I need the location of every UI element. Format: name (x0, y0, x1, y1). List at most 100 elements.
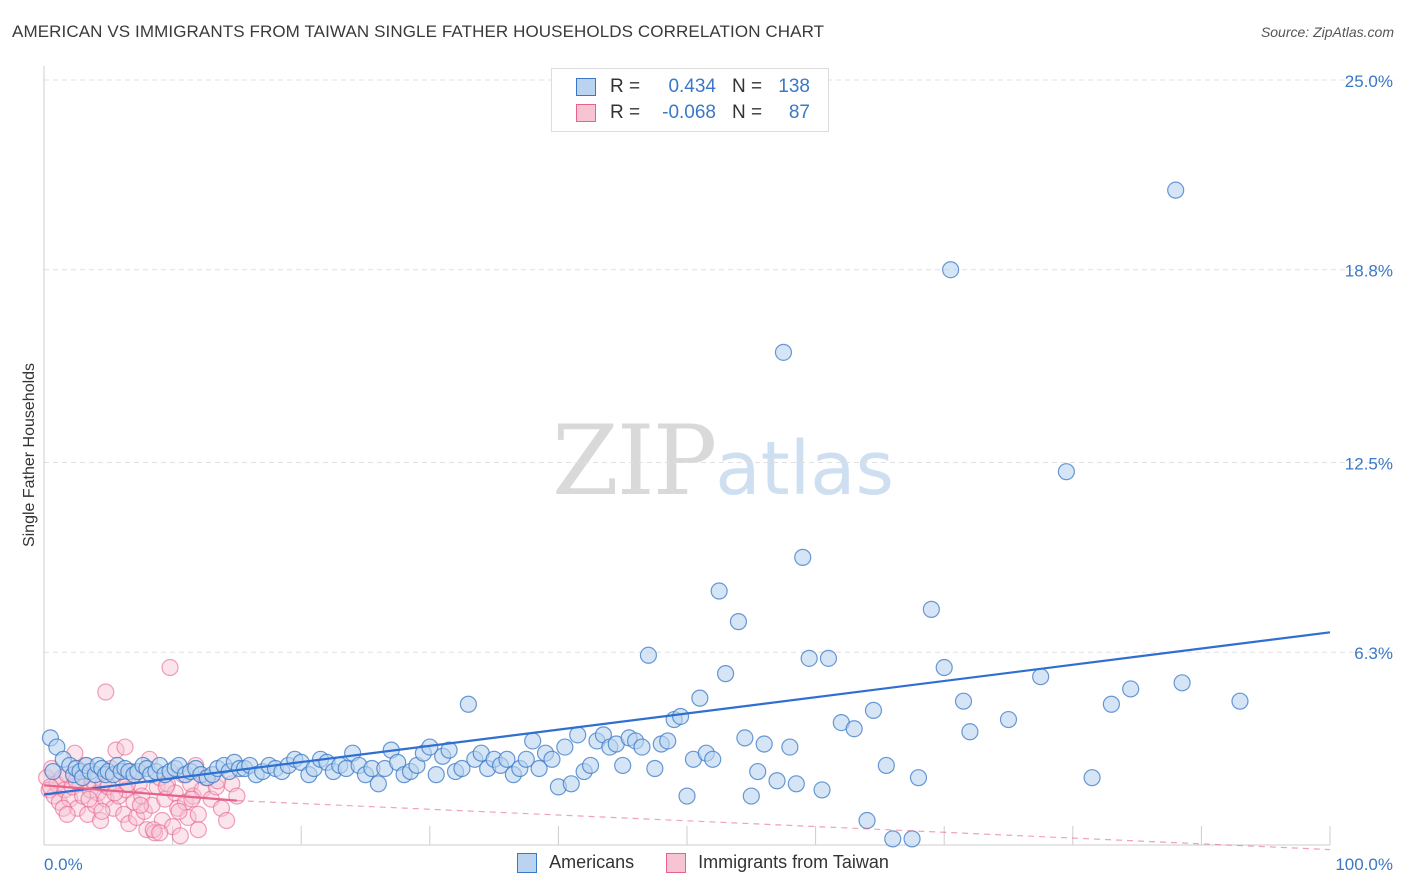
legend-r-label: R = (610, 102, 641, 123)
americans-point (1083, 769, 1101, 787)
americans-point (1057, 463, 1075, 481)
americans-point (453, 759, 471, 778)
stats-legend: R = 0.434 N = 138 R = -0.068 N = 87 (551, 68, 829, 132)
axes (43, 66, 1331, 846)
americans-points (41, 181, 1249, 848)
americans-point (858, 811, 876, 830)
americans-point (903, 830, 921, 848)
americans-point (729, 613, 748, 631)
americans-point (787, 775, 805, 793)
y-tick-label: 18.8% (1345, 262, 1393, 281)
americans-point (864, 701, 883, 719)
x-tick-label: 0.0% (44, 855, 83, 874)
americans-point (768, 772, 786, 790)
legend-row-americans: R = 0.434 N = 138 (576, 75, 810, 99)
taiwan-point (93, 802, 111, 820)
americans-point (646, 759, 664, 778)
taiwan-point (179, 808, 197, 827)
taiwan-point (80, 790, 98, 808)
americans-point (704, 750, 722, 768)
americans-point (877, 756, 895, 775)
legend-n-label: N = (732, 76, 763, 97)
americans-point (633, 738, 651, 756)
americans-point (581, 756, 600, 775)
legend-r-value: 0.434 (668, 76, 716, 97)
trend-lines (43, 631, 1331, 851)
taiwan-point (131, 796, 150, 814)
americans-point (800, 649, 818, 667)
taiwan-point (218, 811, 236, 830)
americans-point (922, 600, 940, 618)
americans-point (819, 649, 838, 667)
legend-r-label: R = (610, 76, 641, 97)
taiwan-points (37, 658, 246, 845)
taiwan-point (228, 787, 246, 805)
taiwan-trend-line (43, 784, 237, 802)
americans-point (1032, 668, 1050, 686)
americans-point (1102, 695, 1120, 713)
americans-point (1173, 674, 1191, 692)
legend-n-label: N = (732, 102, 763, 123)
americans-point (1231, 692, 1249, 710)
taiwan-point (116, 738, 134, 756)
americans-point (369, 775, 387, 793)
taiwan-point (189, 805, 207, 824)
taiwan-trend-extension (236, 800, 1331, 851)
tick-labels: 6.3% 12.5% 18.8% 25.0% 0.0% 100.0% (44, 72, 1393, 874)
americans-point (517, 750, 535, 768)
taiwan-point (97, 683, 115, 701)
taiwan-point (189, 821, 207, 839)
series-legend: Americans Immigrants from Taiwan (0, 852, 1406, 873)
americans-point (749, 762, 767, 781)
americans-point (44, 762, 62, 781)
source-label: Source: ZipAtlas.com (1260, 24, 1394, 40)
legend-r-value: -0.068 (662, 102, 716, 123)
taiwan-point (151, 824, 169, 842)
legend-row-taiwan: R = -0.068 N = 87 (576, 101, 810, 125)
americans-point (813, 781, 831, 799)
taiwan-point (115, 805, 133, 824)
legend-swatch-taiwan (666, 852, 687, 873)
americans-point (498, 750, 516, 768)
americans-point (440, 741, 458, 759)
americans-point (845, 720, 863, 738)
americans-point (1122, 680, 1140, 698)
americans-point (459, 695, 477, 713)
americans-point (755, 735, 773, 753)
legend-swatch-americans (517, 852, 538, 873)
americans-point (427, 766, 445, 784)
chart-title: AMERICAN VS IMMIGRANTS FROM TAIWAN SINGL… (12, 22, 825, 41)
americans-point (961, 723, 979, 741)
americans-point (736, 729, 754, 747)
legend-item-taiwan: Immigrants from Taiwan (666, 852, 889, 873)
americans-point (562, 775, 580, 793)
americans-point (935, 658, 953, 677)
americans-point (942, 261, 960, 279)
watermark: ZIPatlas (552, 405, 894, 517)
americans-point (794, 548, 812, 566)
americans-point (524, 732, 542, 750)
americans-point (530, 759, 548, 778)
americans-point (884, 830, 902, 848)
americans-point (909, 769, 928, 787)
americans-point (691, 689, 709, 707)
americans-point (614, 756, 632, 775)
legend-swatch-americans (576, 78, 596, 96)
y-tick-label: 25.0% (1345, 72, 1393, 91)
americans-point (954, 692, 973, 710)
americans-point (742, 787, 760, 805)
y-tick-label: 12.5% (1345, 455, 1393, 474)
legend-swatch-taiwan (576, 104, 596, 122)
americans-point (569, 726, 587, 744)
americans-point (710, 582, 728, 600)
legend-label-taiwan: Immigrants from Taiwan (698, 852, 889, 872)
taiwan-point (161, 658, 179, 677)
americans-point (999, 710, 1018, 729)
watermark-atlas: atlas (715, 426, 895, 512)
americans-trend-line (43, 631, 1331, 796)
americans-point (678, 787, 696, 805)
americans-point (716, 665, 735, 683)
legend-item-americans: Americans (517, 852, 634, 873)
americans-point (556, 738, 574, 756)
